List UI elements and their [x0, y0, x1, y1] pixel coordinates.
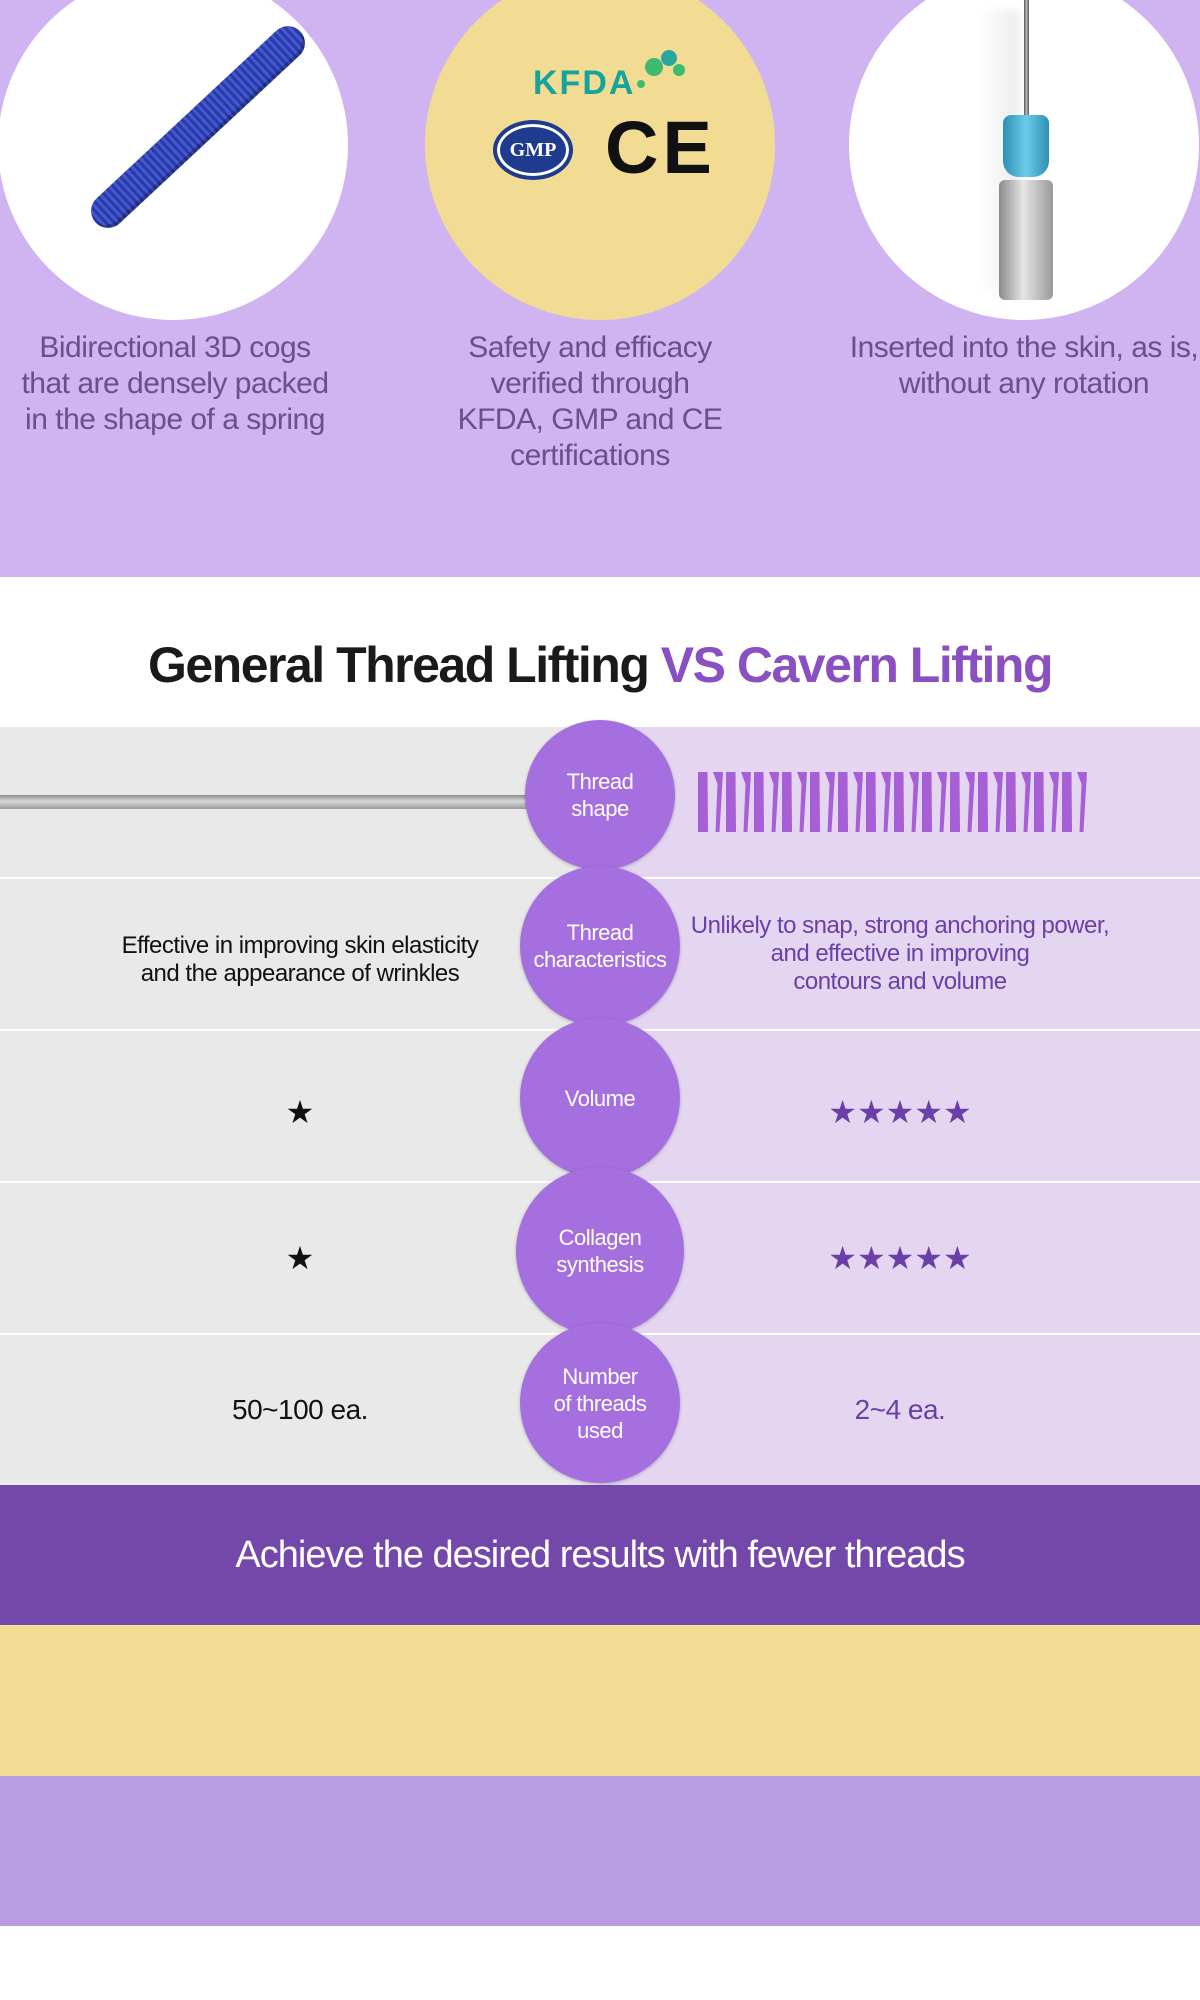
comparison-table: Effective in improving skin elasticity a…: [0, 720, 1200, 1485]
table-row: Effective in improving skin elasticity a…: [0, 879, 1200, 1031]
yellow-band: [0, 1625, 1200, 1776]
ce-logo: CE: [605, 106, 716, 189]
table-row: [0, 727, 1200, 879]
table-row: 50~100 ea. 2~4 ea.: [0, 1335, 1200, 1485]
title-cavern: VS Cavern Lifting: [660, 637, 1054, 693]
feature-caption: Bidirectional 3D cogs that are densely p…: [21, 331, 329, 436]
label-number-of-threads: Number of threads used: [520, 1323, 680, 1483]
cavern-volume-rating: ★★★★★: [828, 1094, 972, 1130]
purple-band: [0, 1776, 1200, 1926]
general-thread-count: 50~100 ea.: [232, 1394, 368, 1425]
cavern-characteristics: Unlikely to snap, strong anchoring power…: [690, 912, 1110, 995]
title-general: General Thread Lifting: [147, 637, 661, 693]
smooth-thread-icon: [0, 795, 530, 809]
needle-hub-icon: [1003, 115, 1049, 177]
gmp-logo: GMP: [493, 120, 573, 180]
results-banner: Achieve the desired results with fewer t…: [0, 1485, 1200, 1625]
spring-thread-image: [0, 0, 348, 320]
label-thread-characteristics: Thread characteristics: [520, 866, 680, 1026]
feature-caption: Safety and efficacy verified through KFD…: [457, 331, 723, 472]
cannula-needle-image: [849, 0, 1199, 320]
spring-thread-icon: [84, 19, 312, 235]
needle-base-icon: [999, 180, 1053, 300]
label-thread-shape: Thread shape: [525, 720, 675, 870]
general-volume-rating: ★: [285, 1094, 315, 1130]
certification-logos-image: KFDA GMP CE: [425, 0, 775, 320]
features-section: Bidirectional 3D cogs that are densely p…: [0, 0, 1200, 577]
cog-thread-icon: [698, 772, 1087, 832]
general-characteristics: Effective in improving skin elasticity a…: [121, 932, 479, 987]
label-collagen-synthesis: Collagen synthesis: [516, 1167, 684, 1335]
feature-caption: Inserted into the skin, as is, without a…: [849, 331, 1199, 400]
comparison-title: General Thread Lifting VS Cavern Lifting: [0, 630, 1200, 700]
label-volume: Volume: [520, 1018, 680, 1178]
cavern-thread-count: 2~4 ea.: [854, 1394, 946, 1425]
needle-wire-icon: [1024, 0, 1029, 150]
general-collagen-rating: ★: [285, 1240, 315, 1276]
table-row: ★ ★★★★★: [0, 1031, 1200, 1183]
kfda-logo: KFDA: [533, 64, 636, 102]
cavern-collagen-rating: ★★★★★: [828, 1240, 972, 1276]
